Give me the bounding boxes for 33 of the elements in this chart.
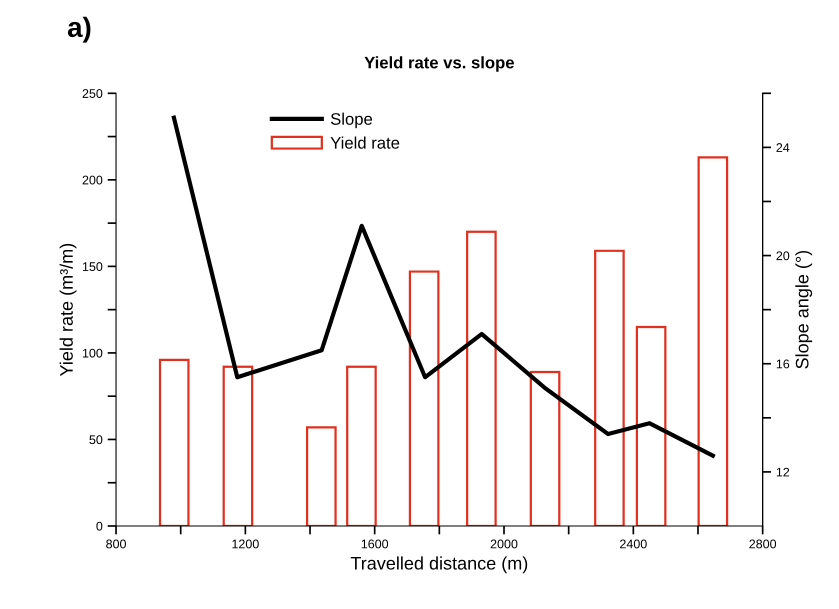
- x-axis-title: Travelled distance (m): [350, 556, 528, 574]
- y2-axis-title: Slope angle (°): [795, 250, 812, 369]
- y2-tick-label: 12: [776, 468, 790, 476]
- y-tick-label: 100: [82, 348, 102, 358]
- bar: [306, 426, 337, 526]
- bar: [530, 370, 560, 526]
- y-axis-title: Yield rate (m³/m): [60, 244, 76, 376]
- legend-label: Yield rate: [330, 136, 400, 149]
- legend-label: Slope: [330, 112, 372, 128]
- x-tick-label: 1200: [232, 540, 259, 548]
- x-tick-label: 800: [106, 540, 126, 548]
- x-tick-label: 1600: [362, 540, 388, 548]
- bar: [636, 326, 666, 526]
- text: a): [68, 16, 90, 43]
- y2-tick-label: 24: [776, 143, 790, 152]
- x-tick-label: 2400: [620, 540, 647, 548]
- bar: [158, 358, 190, 526]
- bar: [222, 366, 254, 526]
- bar: [408, 270, 440, 526]
- bar: [466, 230, 497, 526]
- y-tick-label: 200: [82, 176, 102, 184]
- bar: [346, 366, 377, 526]
- y-tick-label: 0: [96, 522, 102, 531]
- y2-tick-label: 20: [776, 251, 790, 260]
- y-tick-label: 50: [89, 435, 102, 444]
- chart-title: Yield rate vs. slope: [364, 56, 514, 72]
- bar: [698, 156, 728, 526]
- y-tick-label: 250: [82, 89, 102, 98]
- y-tick-label: 150: [82, 262, 102, 272]
- y2-tick-label: 16: [776, 360, 790, 368]
- x-tick-label: 2800: [749, 540, 776, 548]
- x-tick-label: 2000: [490, 540, 518, 548]
- bar: [594, 250, 625, 526]
